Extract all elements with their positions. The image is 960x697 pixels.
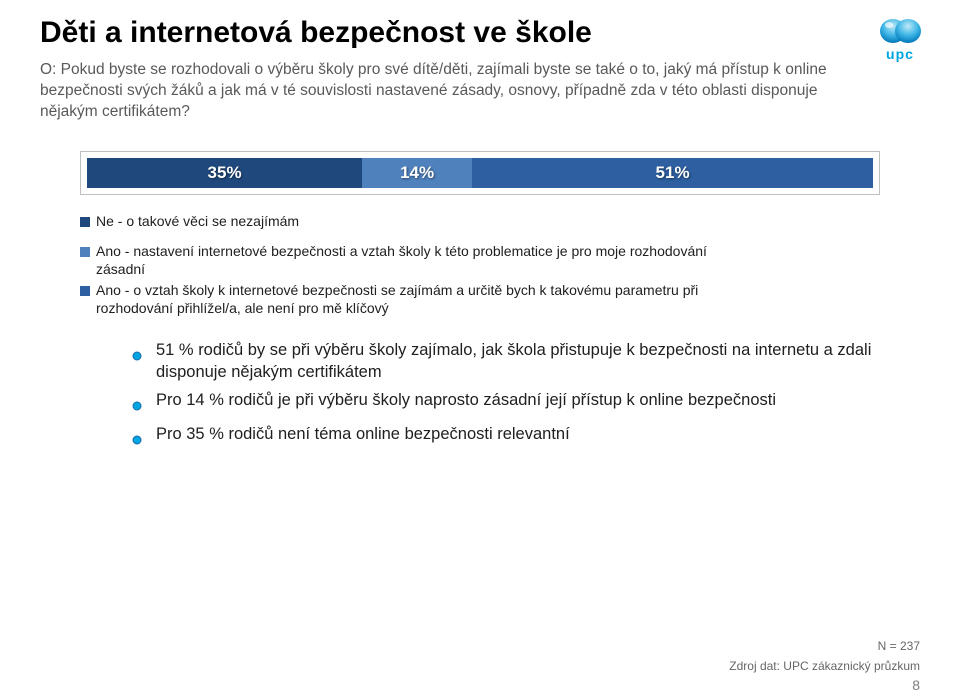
legend-text: Ano - nastavení internetové bezpečnosti … (96, 243, 880, 279)
upc-drop-icon (878, 14, 922, 44)
bullet-item: 51 % rodičů by se při výběru školy zajím… (132, 340, 880, 384)
bullet-dot-icon (132, 430, 142, 452)
sample-size: N = 237 (729, 639, 920, 653)
page-title: Děti a internetová bezpečnost ve škole (40, 16, 920, 50)
bullet-dot-icon (132, 396, 142, 418)
survey-question: O: Pokud byste se rozhodovali o výběru š… (40, 60, 920, 123)
bullet-item: Pro 35 % rodičů není téma online bezpečn… (132, 424, 880, 452)
stacked-bar-chart: 35%14%51% (80, 151, 880, 195)
page-number: 8 (912, 677, 920, 693)
bar-segment: 14% (362, 158, 472, 188)
legend-swatch (80, 217, 90, 227)
legend-item: Ano - o vztah školy k internetové bezpeč… (80, 282, 880, 318)
bullet-item: Pro 14 % rodičů je při výběru školy napr… (132, 390, 880, 418)
legend-line: Ano - nastavení internetové bezpečnosti … (96, 243, 707, 259)
bar-row: 35%14%51% (87, 158, 873, 188)
bullet-dot-icon (132, 346, 142, 368)
brand-text: upc (868, 46, 932, 62)
legend-item: Ne - o takové věci se nezajímám (80, 213, 880, 231)
data-source: Zdroj dat: UPC zákaznický průzkum (729, 659, 920, 673)
legend-line: Ano - o vztah školy k internetové bezpeč… (96, 282, 698, 298)
footer: N = 237 Zdroj dat: UPC zákaznický průzku… (729, 639, 920, 673)
legend-subline: rozhodování přihlížel/a, ale není pro mě… (96, 300, 880, 318)
bullet-text: Pro 35 % rodičů není téma online bezpečn… (156, 424, 570, 446)
legend-swatch (80, 286, 90, 296)
chart-frame: 35%14%51% (80, 151, 880, 195)
legend-text: Ano - o vztah školy k internetové bezpeč… (96, 282, 880, 318)
bar-segment: 35% (87, 158, 362, 188)
legend-item: Ano - nastavení internetové bezpečnosti … (80, 243, 880, 279)
brand-logo: upc (868, 14, 932, 62)
chart-legend: Ne - o takové věci se nezajímám Ano - na… (80, 213, 880, 319)
legend-line: Ne - o takové věci se nezajímám (96, 213, 299, 229)
bullet-text: Pro 14 % rodičů je při výběru školy napr… (156, 390, 776, 412)
legend-text: Ne - o takové věci se nezajímám (96, 213, 880, 231)
summary-bullets: 51 % rodičů by se při výběru školy zajím… (132, 340, 880, 451)
legend-subline: zásadní (96, 261, 880, 279)
bar-segment: 51% (472, 158, 873, 188)
legend-swatch (80, 247, 90, 257)
bullet-text: 51 % rodičů by se při výběru školy zajím… (156, 340, 880, 384)
